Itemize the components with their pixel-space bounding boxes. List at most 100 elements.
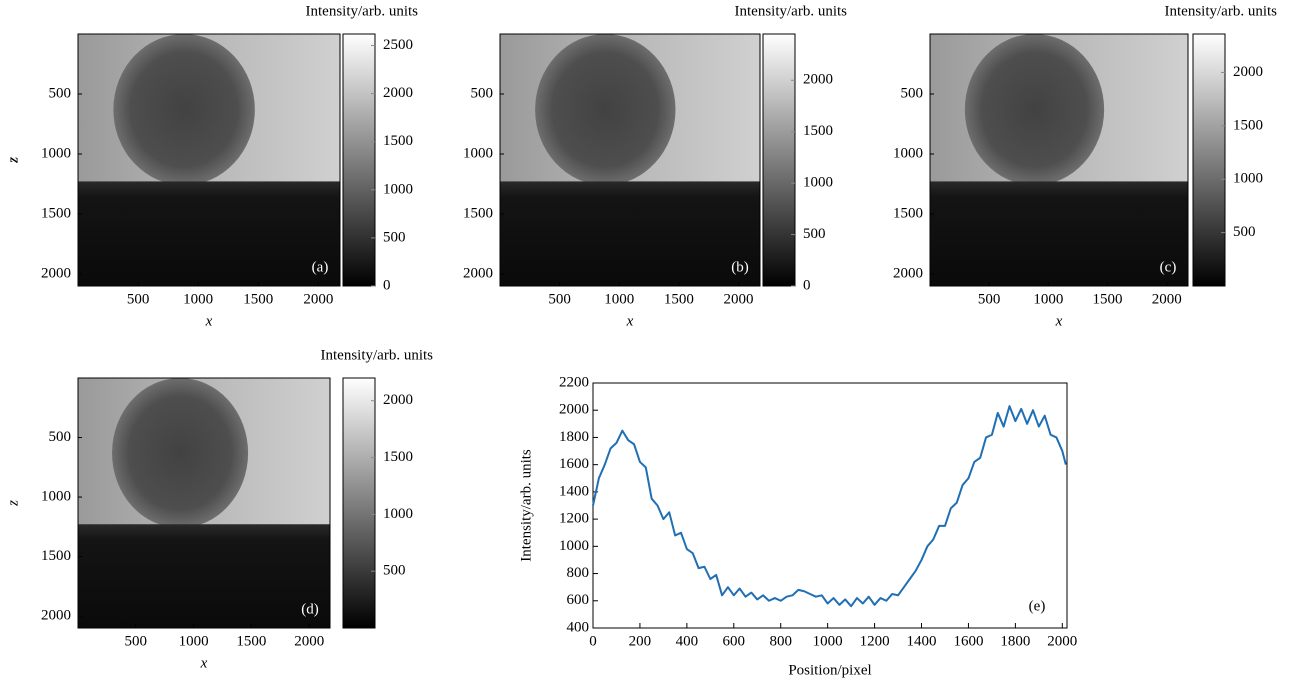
image-shadow: [78, 181, 340, 286]
colorbar-tick-label: 1500: [1233, 117, 1263, 133]
y-tick-label: 1500: [41, 548, 71, 564]
y-axis-label: z: [5, 500, 21, 507]
y-tick-label: 1800: [559, 429, 589, 445]
y-tick-label: 2200: [559, 374, 589, 390]
x-tick-label: 1800: [1000, 633, 1030, 649]
colorbar-tick-label: 2000: [1233, 64, 1263, 80]
y-tick-label: 500: [49, 85, 72, 101]
image-frame: [77, 33, 341, 287]
y-tick-label: 1500: [463, 205, 493, 221]
colorbar: [342, 33, 376, 287]
image-frame: [77, 377, 331, 629]
x-tick-label: 500: [125, 633, 148, 649]
panel-label: (a): [312, 259, 329, 275]
colorbar-title: Intensity/arb. units: [306, 3, 419, 19]
y-tick-label: 2000: [41, 608, 71, 624]
x-tick-label: 1200: [860, 633, 890, 649]
x-tick-label: 1000: [813, 633, 843, 649]
image-frame: [499, 33, 761, 287]
x-tick-label: 2000: [724, 291, 754, 307]
x-tick-label: 0: [589, 633, 597, 649]
colorbar-tick-label: 0: [803, 277, 811, 293]
image-shadow: [930, 181, 1188, 286]
x-axis-label: Position/pixel: [788, 662, 871, 678]
colorbar-tick-label: 1000: [1233, 171, 1263, 187]
x-axis-label: x: [205, 313, 213, 329]
colorbar-tick-label: 0: [383, 277, 391, 293]
x-tick-label: 1000: [1033, 291, 1063, 307]
colorbar-tick-label: 1500: [803, 123, 833, 139]
y-tick-label: 1000: [41, 145, 71, 161]
colorbar: [762, 33, 796, 287]
colorbar: [1192, 33, 1226, 287]
colorbar-title: Intensity/arb. units: [735, 3, 848, 19]
x-tick-label: 1600: [953, 633, 983, 649]
colorbar-tick-label: 2500: [383, 37, 413, 53]
x-tick-label: 1500: [664, 291, 694, 307]
image-droplet: [113, 34, 255, 186]
x-tick-label: 1000: [179, 633, 209, 649]
y-tick-label: 1000: [559, 538, 589, 554]
panel-label: (c): [1160, 259, 1177, 275]
colorbar-tick-label: 1500: [383, 133, 413, 149]
y-tick-label: 1000: [463, 145, 493, 161]
y-axis-label: z: [5, 157, 21, 164]
y-tick-label: 2000: [893, 265, 923, 281]
image: [78, 34, 340, 286]
image-shadow: [500, 181, 760, 286]
y-tick-label: 2000: [463, 265, 493, 281]
image-droplet: [535, 34, 676, 186]
data-line: [592, 405, 1067, 608]
image-droplet: [964, 34, 1105, 186]
colorbar-tick-label: 1000: [803, 175, 833, 191]
image-frame: [929, 33, 1189, 287]
x-tick-label: 200: [629, 633, 652, 649]
x-tick-label: 2000: [294, 633, 324, 649]
colorbar-tick-label: 1000: [383, 506, 413, 522]
x-tick-label: 400: [676, 633, 699, 649]
y-tick-label: 1400: [559, 483, 589, 499]
x-tick-label: 1500: [1093, 291, 1123, 307]
y-tick-label: 400: [567, 619, 590, 635]
colorbar-tick-label: 500: [383, 229, 406, 245]
x-tick-label: 2000: [1152, 291, 1182, 307]
y-tick-label: 1500: [893, 205, 923, 221]
y-tick-label: 500: [471, 85, 494, 101]
colorbar-title: Intensity/arb. units: [321, 347, 434, 363]
y-axis-label: z: [5, 157, 21, 164]
y-tick-label: 500: [901, 85, 924, 101]
y-tick-label: 1200: [559, 511, 589, 527]
colorbar-tick-label: 2000: [803, 72, 833, 88]
image: [78, 378, 330, 628]
y-tick-label: 1500: [41, 205, 71, 221]
x-tick-label: 1000: [604, 291, 634, 307]
colorbar-tick-label: 2000: [383, 392, 413, 408]
x-tick-label: 500: [127, 291, 150, 307]
y-tick-label: 600: [567, 592, 590, 608]
x-tick-label: 800: [769, 633, 792, 649]
image-droplet: [112, 378, 249, 528]
colorbar-tick-label: 1000: [383, 181, 413, 197]
x-axis-label: x: [200, 655, 208, 671]
y-tick-label: 2000: [41, 265, 71, 281]
x-axis-label: x: [1055, 313, 1063, 329]
panel-label: (d): [301, 601, 319, 617]
x-tick-label: 600: [723, 633, 746, 649]
colorbar: [342, 377, 376, 629]
colorbar-tick-label: 2000: [383, 85, 413, 101]
x-tick-label: 2000: [303, 291, 333, 307]
x-tick-label: 500: [548, 291, 571, 307]
y-tick-label: 1000: [893, 145, 923, 161]
panel-label: (e): [1029, 598, 1046, 614]
image: [500, 34, 760, 286]
y-tick-label: 1600: [559, 456, 589, 472]
image: [930, 34, 1188, 286]
x-tick-label: 1500: [243, 291, 273, 307]
colorbar-tick-label: 500: [803, 226, 826, 242]
y-axis-label: z: [5, 157, 21, 164]
y-tick-label: 1000: [41, 488, 71, 504]
x-tick-label: 1000: [183, 291, 213, 307]
y-tick-label: 500: [49, 429, 72, 445]
y-tick-label: 2000: [559, 402, 589, 418]
image-shadow: [78, 524, 330, 628]
